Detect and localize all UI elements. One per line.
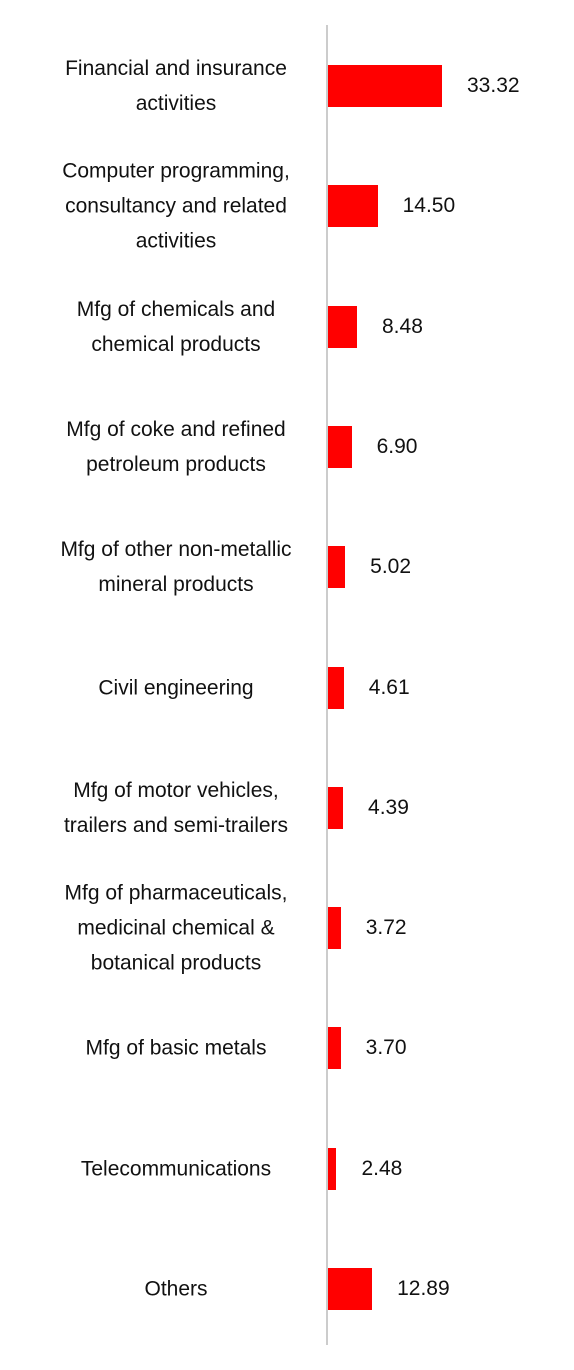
value-label: 4.61 (368, 675, 410, 699)
category-label: Civil engineering (98, 676, 254, 699)
category-label: Mfg of motor vehicles, trailers and semi… (63, 778, 289, 837)
bar (328, 786, 344, 829)
bar (328, 666, 344, 709)
value-label: 14.50 (402, 194, 456, 218)
bar (328, 1268, 373, 1310)
bar (328, 425, 352, 468)
axis-line (326, 25, 328, 1345)
category-label: Telecommunications (80, 1157, 272, 1181)
category-label: Mfg of basic metals (85, 1036, 267, 1060)
bar (328, 65, 442, 107)
value-label: 2.48 (361, 1156, 403, 1180)
category-label: Mfg of chemicals and chemical products (76, 297, 276, 356)
value-label: 12.89 (397, 1277, 450, 1300)
value-label: 3.70 (365, 1036, 407, 1060)
bar (328, 1027, 341, 1070)
value-label: 8.48 (382, 314, 423, 338)
value-label: 4.39 (368, 795, 409, 819)
bar (328, 185, 378, 228)
category-label: Mfg of coke and refined petroleum produc… (66, 417, 286, 476)
bar (328, 1147, 337, 1190)
bar (328, 546, 346, 589)
category-label: Computer programming, consultancy and re… (62, 159, 290, 253)
category-label: Financial and insurance activities (65, 57, 287, 115)
value-label: 6.90 (376, 434, 418, 458)
category-label: Mfg of pharmaceuticals, medicinal chemic… (64, 881, 288, 975)
value-label: 3.72 (365, 916, 407, 940)
bar (328, 907, 341, 950)
category-label: Mfg of other non-metallic mineral produc… (60, 538, 292, 597)
bar (328, 305, 357, 348)
category-label: Others (144, 1277, 208, 1301)
value-label: 5.02 (370, 555, 412, 579)
value-label: 33.32 (467, 74, 520, 97)
